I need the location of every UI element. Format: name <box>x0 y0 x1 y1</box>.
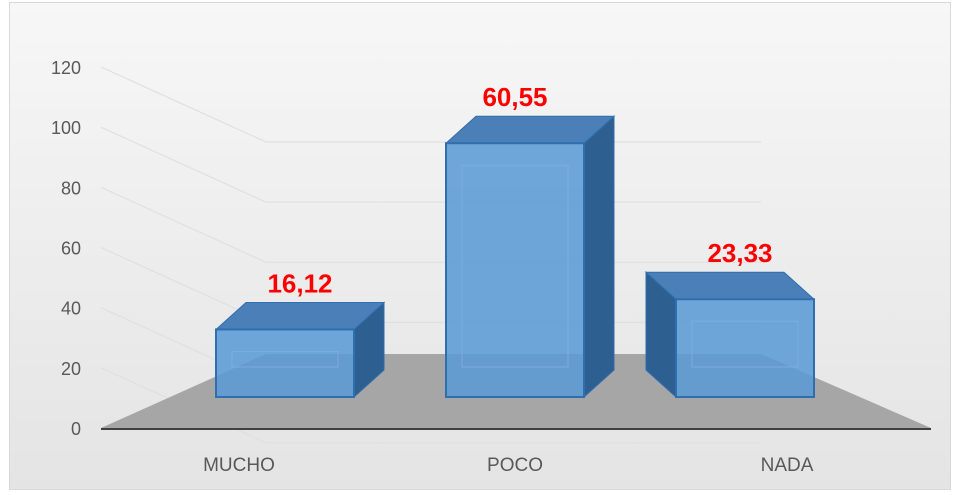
chart-area: 0 20 40 60 80 100 120 MUCHO POCO NADA 16,12 60,55… <box>9 2 951 490</box>
y-tick-label: 0 <box>71 419 81 439</box>
bar <box>214 301 386 399</box>
bar <box>444 115 616 399</box>
bars <box>214 115 816 399</box>
y-tick-label: 40 <box>61 299 81 319</box>
gridline <box>100 186 761 263</box>
x-category-label: POCO <box>487 455 543 476</box>
bar-front-face <box>675 298 815 398</box>
data-labels: 16,12 60,55 23,33 <box>267 82 772 298</box>
bar-top-face <box>444 115 616 144</box>
y-tick-label: 120 <box>51 58 81 78</box>
bar-inner-edge <box>231 350 339 368</box>
y-tick-label: 60 <box>61 239 81 259</box>
y-tick-label: 80 <box>61 178 81 198</box>
data-label: 23,33 <box>707 238 772 268</box>
x-category-label: NADA <box>761 455 814 476</box>
y-tick-label: 100 <box>51 118 81 138</box>
x-category-label: MUCHO <box>203 455 275 476</box>
bar-inner-edge <box>691 320 799 368</box>
bar-front-face <box>215 328 355 398</box>
bar-side-face <box>583 115 615 399</box>
bar-front-face <box>445 142 585 398</box>
bar-top-face <box>214 301 386 330</box>
x-axis-categories: MUCHO POCO NADA <box>203 455 814 476</box>
data-label: 60,55 <box>482 82 547 112</box>
y-tick-label: 20 <box>61 359 81 379</box>
gridline <box>100 367 761 444</box>
bar-top-face <box>644 271 816 300</box>
gridline <box>100 126 761 203</box>
bar <box>644 271 816 399</box>
y-axis-ticks: 0 20 40 60 80 100 120 <box>51 58 81 439</box>
gridline <box>100 66 761 143</box>
data-label: 16,12 <box>267 268 332 298</box>
bar-inner-edge <box>461 164 569 368</box>
